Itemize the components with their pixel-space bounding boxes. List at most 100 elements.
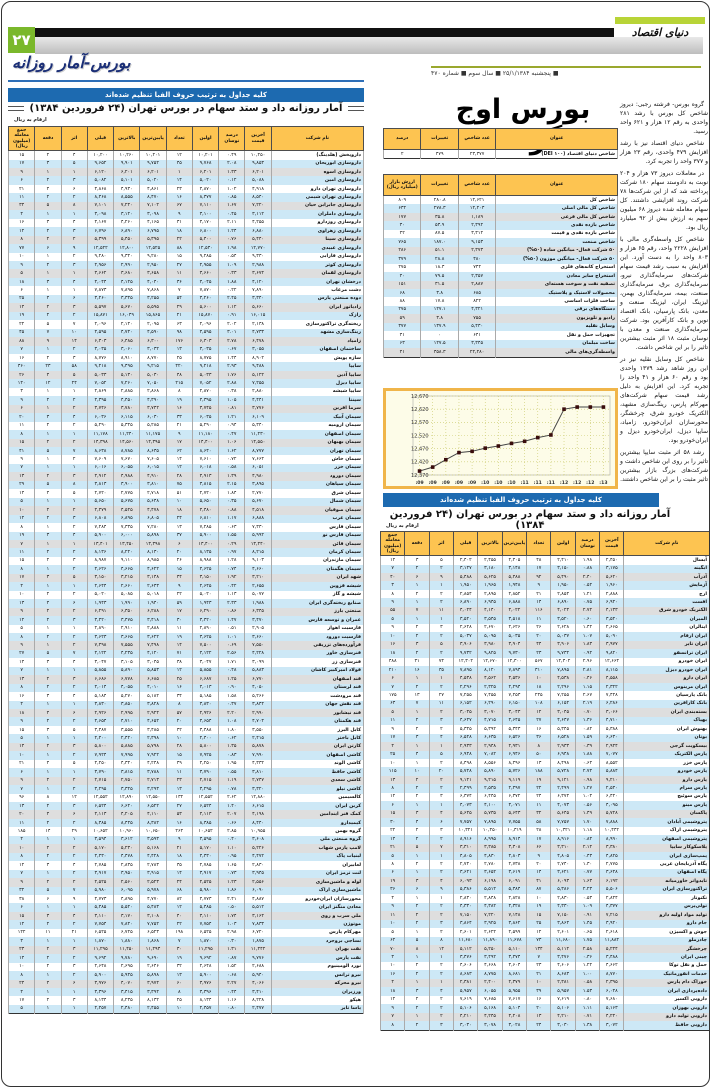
table-row: سیمان آبیک ۶,۱۰۹ ۱.۲۱ ۶,۰۳۵ ۳۳ ۶,۰۳۰ ۶,۱۱۵ ۶,۰۳…: [7, 413, 365, 422]
table-row: صنایع ریخته‌گری ایران ۱,۹۸۸ ۲.۳۳ ۱,۹۴۳ ۵۹ ۱,۹…: [7, 599, 365, 608]
table-row: رازک ۱۶,۰۱۵ ۰.۹۱ ۱۵,۸۷۰ ۲۱ ۱۵,۸۶۵ ۱۶,۰۴۹ ۱۵,۸۷۱…: [7, 311, 365, 321]
svg-text:10:: 10:: [507, 480, 515, 486]
right-rial-note: ارقام به ریال: [386, 523, 419, 529]
table-row: دارویی اکسیر ۷,۶۸۰ ۰.۸۰ ۷,۶۱۹ ۱۶ ۷,۶۱۷ ۷,۶۸۵ ۷,…: [379, 995, 710, 1005]
column-header: دفعه: [404, 530, 430, 557]
table-row: لبنیات پاک ۴,۴۷۲ ۰.۹۵ ۴,۴۳۰ ۱۸ ۴,۴۲۸ ۴,۴۷۸ ۴,۴۳…: [7, 852, 365, 862]
table-row: لامپ پارس شهاب ۵,۲۲۶ ۱.۱۰ ۵,۱۷۰ ۲۱ ۵,۱۶۸ ۵,۲۳۰…: [7, 844, 365, 853]
table-row: ساخت فلزات اساسی ۸۲۲ ۱۷.۸ ۸۸: [382, 297, 618, 306]
table-row: پگاه آذربایجان غربی ۲,۷۷۵ ۱.۳۰ ۲,۷۴۰ ۲۰ ۲,۷۳۸…: [379, 860, 710, 869]
table-row: شاخص صنعت ۹,۱۵۳ ۱۸۷.۰ ۷۶۵: [382, 238, 618, 247]
table-row: چینی ایران ۳,۴۸۸ ۰.۳۶ ۳,۴۷۶ ۷ ۳,۴۷۴ ۳,۴۹۲ ۳,۴۷۶…: [379, 953, 710, 962]
table-row: داروسازی عبیدی ۱۲,۷۷۰ ۱.۹۸ ۱۲,۵۳۰ ۸۸ ۱۲,۵۲۵ ۱۲…: [7, 244, 365, 253]
svg-text:12:: 12:: [560, 480, 568, 486]
table-row: پارس الکتریک ۷,۰۷۷ ۱.۸۸ ۶,۹۴۸ ۵۰ ۶,۹۴۶ ۷,۰۸۲ ۶,…: [379, 750, 710, 759]
table-row: هپکو ۸,۲۲۸ ۱.۱۶ ۸,۱۳۴ ۲۵ ۸,۱۳۲ ۸,۲۳۵ ۸,۱۳۴ ۳ ۲ ۱۷: [7, 996, 365, 1005]
table-row: پتروشیمی اراک ۱۰,۴۴۲ ۱.۱۸ ۱۰,۳۲۱ ۲۸ ۱۰,۳۱۹ ۱۰,…: [379, 826, 710, 836]
table-row: بسته‌بندی ایران ۳,۰۶۶ ۰.۷۰ ۳,۰۴۵ ۱۲ ۳,۰۴۳ ۳,۰۷…: [379, 708, 710, 717]
table-row: سایپا شیشه ۲,۸۸۰ ۰.۳۸ ۲,۸۷۰ ۸ ۲,۸۶۸ ۲,۸۸۵ ۲,۸۶۹…: [7, 387, 365, 397]
table-row: سیمان خزر ۶,۰۵۱ ۰.۵۸ ۶,۰۱۸ ۱۲ ۶,۰۱۵ ۶,۰۵۵ ۶,۰۱۶…: [7, 463, 365, 473]
table-row: شیشه و گاز ۵,۰۷۷ ۱.۱۳ ۵,۰۲۰ ۲۲ ۵,۰۱۸ ۵,۰۸۵ ۵,۰۲…: [7, 590, 365, 600]
table-row: کارتن ایران ۵,۸۷۸ ۱.۳۵ ۵,۸۰۰ ۲۸ ۵,۷۹۸ ۵,۸۸۵ ۵,۸…: [7, 742, 365, 752]
table-row: چادرملو ۱۱,۸۸۴ ۱.۷۵ ۱۱,۶۸۰ ۷۳ ۱۱,۶۷۸ ۱۱,۸۹۰ ۱۱,…: [379, 936, 710, 945]
table-row: افست ۶,۹۴۰ ۰.۷۵ ۶,۸۹۰ ۱۴ ۶,۸۸۸ ۶,۹۴۵ ۶,۸۹۰ ۲ ۱ ۹: [379, 598, 710, 607]
table-row: قند اصفهان ۶,۷۷۰ ۱.۲۵ ۶,۶۸۷ ۲۵ ۶,۶۸۵ ۶,۷۷۸ ۶,۶۸…: [7, 675, 365, 684]
left-rial-note: ارقام به ریال: [14, 117, 47, 123]
table-row: سیمان فارس نو ۵,۹۹۲ ۱.۵۵ ۵,۹۰۰ ۳۷ ۵,۸۹۸ ۶,۰۰۰ ۵…: [7, 531, 365, 540]
article-paragraph: شاخص دنیای اقتصاد نیز با رشد افزایش ۴۷۹ …: [620, 140, 708, 165]
table-row: حمل و نقل توکا ۴,۶۶۲ ۱.۲۲ ۴,۶۰۶ ۲۳ ۴,۶۰۴ ۴,۶۶۸…: [379, 961, 710, 971]
table-row: داروسازی روزدارو ۴,۲۵۵ ۲.۱۱ ۴,۱۷۰ ۳۱ ۴,۱۶۵ ۴,۲…: [7, 218, 365, 228]
table-row: سایپا ۹,۴۸۸ ۲.۹۳ ۹,۲۱۸ ۴۲۰ ۹,۲۱۵ ۹,۴۹۵ ۹,۲۱۸ ۵۸ ۲…: [7, 362, 365, 371]
table-row: کابل باختر ۲,۴۱۵ ۰.۶۲ ۲,۴۰۰ ۱۰ ۲,۳۹۸ ۲,۴۲۰ ۲,۴۰…: [7, 734, 365, 743]
section-underline: [8, 80, 364, 82]
table-row: سیمان مازندران ۹,۱۰۳ ۱.۲۸ ۸,۹۸۸ ۲۶ ۸,۹۸۵ ۹,۱۱۰…: [7, 556, 365, 566]
newspaper-logo: دنیای اقتصاد: [615, 17, 705, 39]
table-row: ریخته‌گری تراکتورسازی ۲,۱۳۸ ۲.۰۲ ۲,۰۹۶ ۶۳ ۲,۰…: [7, 320, 365, 329]
table-row: لنت ترمز ایران ۳,۹۴۵ ۰.۷۳ ۳,۹۱۷ ۱۴ ۳,۹۱۵ ۳,۹۵۰…: [7, 869, 365, 879]
table-row: سیمان تهران ۸,۷۷۷ ۱.۶۲ ۸,۶۴۰ ۶۲ ۸,۶۳۵ ۸,۷۸۵ ۸,۶…: [7, 446, 365, 456]
column-header: تعداد: [526, 530, 552, 557]
table-row: کاشی حافظ ۳,۸۱۰ ۰.۵۵ ۳,۷۹۰ ۱۱ ۳,۷۸۸ ۳,۸۱۵ ۳,۷۹۰…: [7, 768, 365, 777]
table-row: پارس خزر ۸,۵۵۲ ۰.۶۴ ۸,۴۹۸ ۱۳ ۸,۴۹۶ ۸,۵۵۶ ۸,۴۹۸ ۲…: [379, 759, 710, 768]
logo-text: دنیای اقتصاد: [631, 26, 689, 39]
table-row: ساختمان اصفهان ۳,۰۵۵ ۰.۶۷ ۳,۰۳۵ ۱۳ ۳,۰۳۲ ۳,۰۶۰…: [7, 345, 365, 354]
table-row: سیمان ارومیه ۵,۳۴۰ ۰.۹۴ ۵,۲۹۰ ۲۱ ۵,۲۸۵ ۵,۳۴۵ ۵,…: [7, 421, 365, 431]
table-row: دارویی بهوزان ۵,۱۶۳ ۱.۱۱ ۵,۱۰۶ ۲۰ ۵,۱۰۴ ۵,۱۶۸ ۵…: [379, 1004, 710, 1013]
table-row: ایتالران ۲,۶۶۵ ۱.۴۲ ۲,۶۲۸ ۲۶ ۲,۶۲۶ ۲,۶۷۰ ۲,۶۲۸ ۳…: [379, 623, 710, 633]
table-row: گروه بهمن ۱۰,۹۵۵ ۲.۸۵ ۱۰,۶۵۲ ۲۶۴ ۱۰,۶۵۰ ۱۰,۹۶۰…: [7, 827, 365, 836]
dateline: ■ پنجشنبه ۲۵/۱/۱۳۸۴ ■ سال سوم ■ شماره ۴۷…: [431, 66, 701, 77]
table-row: درخشان تهران ۴,۱۲۰ ۱.۸۸ ۴,۰۴۵ ۳۶ ۴,۰۴۰ ۴,۱۲۵ ۴,…: [7, 277, 365, 287]
table-row: داروسازی داملران ۳,۱۱۲ ۰.۴۵ ۳,۱۰۰ ۹ ۳,۰۹۸ ۳,۱۲…: [7, 210, 365, 219]
table-row: نورد آلومینیوم ۲,۶۸۸ ۱.۵۲ ۲,۶۴۸ ۳۲ ۲,۶۴۶ ۲,۶۹۵…: [7, 962, 365, 972]
table-row: لعابیران ۲,۸۳۰ ۱.۶۵ ۲,۷۸۵ ۳۵ ۲,۷۸۳ ۲,۸۳۵ ۲,۷۸۵ ۴…: [7, 861, 365, 870]
table-row: فارسیت اهواز ۲,۹۰۵ ۰.۵۱ ۲,۸۹۰ ۱۱ ۲,۸۸۸ ۲,۹۱۰ ۲,…: [7, 624, 365, 633]
svg-text:10:: 10:: [481, 480, 489, 486]
column-header: دفعه: [34, 125, 62, 152]
table-row: پگاه اصفهان ۳,۶۴۸ ۰.۷۷ ۳,۶۲۱ ۱۴ ۳,۶۱۹ ۳,۶۵۲ ۳,۶…: [379, 868, 710, 878]
column-header: درصد نوسان: [574, 530, 601, 557]
table-row: ملی سرب و روی ۳,۱۶۴ ۱.۷۴ ۳,۱۱۰ ۴۰ ۳,۱۰۸ ۳,۱۷۰ ۳…: [7, 911, 365, 921]
table-row: یاسا تایر ۲,۴۷۷ ۰.۸۰ ۲,۴۵۷ ۱۰ ۲,۴۵۵ ۲,۴۸۰ ۲,۴۵۷…: [7, 1004, 365, 1014]
table-row: دشت مرغاب ۷,۸۹۰ ۰.۲۲ ۷,۸۷۰ ۷ ۷,۸۶۸ ۷,۸۹۵ ۷,۸۷۳ ۱…: [7, 286, 365, 295]
table-row: معادن منگنز ایران ۵,۵۱۲ ۰.۵۰ ۵,۴۸۵ ۱۲ ۵,۴۸۳ ۵,…: [7, 903, 365, 912]
table-row: داروسازی تهران شیمی ۸,۵۴۰ ۰.۸۵ ۸,۴۷۷ ۱۶ ۸,۴۷۰…: [7, 193, 365, 202]
table-row: سیمان صوفیان ۴,۵۱۸ ۰.۸۸ ۴,۴۸۰ ۱۸ ۴,۴۷۸ ۴,۵۲۵ ۴,…: [7, 506, 365, 515]
table-row: پارس مینو ۴,۰۹۵ ۰.۵۶ ۴,۰۷۳ ۱۱ ۴,۰۷۱ ۴,۱۰۰ ۴,۰۷۳…: [379, 801, 710, 810]
table-row: ۵۰ شرکت فعال- میانگین موزون (۵۰%) ۴۸۰ ۲۸.۸…: [382, 255, 618, 264]
table-row: سیمان شرق ۲,۷۷۰ ۱.۸۴ ۲,۷۲۰ ۵۱ ۲,۷۱۸ ۲,۷۷۵ ۲,۷۲۰…: [7, 489, 365, 498]
table-row: ورزیران ۳,۴۱۰ ۰.۴۴ ۳,۳۹۶ ۸ ۳,۳۹۴ ۳,۴۱۵ ۳,۳۹۶ ۱ ۱ ۴: [7, 987, 365, 997]
article-paragraph: در معاملات دیروز ۷۳ هزار و ۲۰۴ نوبت به د…: [620, 170, 708, 231]
table-row: داروسازی سینا ۵,۴۴۰ ۰.۷۶ ۵,۴۰۰ ۲۲ ۵,۳۹۵ ۵,۴۵۰ ۵…: [7, 235, 365, 245]
table-row: قند نقش جهان ۳,۸۴۴ ۰.۳۷ ۳,۸۳۰ ۸ ۳,۸۲۸ ۳,۸۵۰ ۳,۸…: [7, 700, 365, 710]
table-row: المیران ۳,۵۴۰ ۰.۶۰ ۳,۵۲۰ ۱۱ ۳,۵۱۸ ۳,۵۴۵ ۳,۵۲۰ ۱ ۱…: [379, 615, 710, 624]
table-row: شاخص بازده نقدی و قیمت ۳,۳۱۲ ۸۷.۵ ۴۲: [382, 229, 618, 239]
table-row: کاشی اصفهان ۷,۹۹۰ ۰.۸۳ ۷,۹۲۵ ۱۵ ۷,۹۲۲ ۷,۹۹۵ ۷,۹…: [7, 751, 365, 760]
logo-green-strip: [615, 17, 705, 24]
column-header: عدد شاخص: [457, 128, 497, 150]
table-row: استخراج کانه‌های فلزی ۷۴۴ ۱۸.۳ ۲۷۵: [382, 263, 618, 273]
table-row: چرخشگر ۵,۲۴۴ ۲.۵۸ ۵,۱۱۲ ۱۳۴ ۵,۱۱۰ ۵,۲۵۰ ۵,۱۱۲ ۱۴…: [379, 944, 710, 954]
table-row: نیرو محرکه ۴,۰۶۶ ۲.۲۷ ۳,۹۷۶ ۶۰ ۳,۹۷۴ ۴,۰۷۰ ۳,۹۷…: [7, 979, 365, 988]
table-row: ۵۰ شرکت فعال- میانگین ساده (۵۰%) ۲,۳۷۳ ۵۱.…: [382, 246, 618, 256]
table-row: پتروشیمی اصفهان ۸,۹۹۰ ۰.۸۴ ۸,۹۱۶ ۱۷ ۸,۹۱۴ ۸,۹۹…: [379, 835, 710, 844]
sector-index-table: عنوان عدد شاخص تغییرات ارزش بازار (میلیارد …: [382, 174, 618, 358]
column-header: بالاترین: [113, 125, 141, 152]
table-row: رادیو و تلویزیون ۷۵۵ ۳.۸ ۵۹: [382, 314, 618, 323]
table-row: فنرسازی زر ۳,۰۹۹ ۱.۷۱ ۳,۰۴۷ ۳۸ ۳,۰۴۵ ۳,۱۰۵ ۳,۰۴…: [7, 658, 365, 667]
table-row: آزمایش ۱,۹۶۰ ۰.۵۲ ۱,۹۵۰ ۹ ۱,۹۴۸ ۱,۹۶۵ ۱,۹۵۰ ۱ ۱ ۳: [379, 581, 710, 590]
table-row: داروسازی کوثر ۲,۹۸۸ ۱.۰۹ ۲,۹۵۵ ۲۷ ۲,۹۵۰ ۲,۹۹۰ ۲…: [7, 261, 365, 270]
table-row: قند لرستان ۴,۰۵۰ ۰.۹۰ ۴,۰۱۳ ۱۶ ۴,۰۱۰ ۴,۰۵۵ ۴,۰۱…: [7, 683, 365, 693]
svg-text:09:: 09:: [442, 480, 450, 486]
table-row: فنرسازی خاور ۴,۲۲۸ ۲.۵۶ ۴,۱۲۲ ۷۱ ۴,۱۲۰ ۴,۲۳۵ ۴,…: [7, 649, 365, 659]
svg-text:12,370: 12,370: [411, 473, 429, 479]
table-row: پمپ‌سازی ایران ۴,۸۲۵ ۰.۴۳ ۴,۸۰۵ ۹ ۴,۸۰۳ ۴,۸۳۰ ۴…: [379, 851, 710, 861]
table-row: داروسازی فارابی ۹,۳۳۰ ۰.۵۴ ۹,۲۸۵ ۱۵ ۹,۲۸۰ ۹,۳۴…: [7, 252, 365, 262]
column-header: اثر: [428, 530, 455, 557]
table-row: بانک کارآفرین ۶,۲۸۶ ۲.۱۹ ۶,۱۵۲ ۱۰۸ ۶,۱۵۰ ۶,۲۹۰…: [379, 699, 710, 709]
column-header: درصد: [382, 128, 422, 150]
svg-text:13:: 13:: [599, 480, 607, 486]
table-row: دارویی حافظ ۳,۰۷۲ ۱.۳۸ ۳,۰۳۰ ۲۴ ۳,۰۲۸ ۳,۰۷۸ ۳,۰…: [379, 1021, 710, 1030]
svg-text:12:: 12:: [573, 480, 581, 486]
article-paragraph: گروه بورس- فرشته رجبی: دیروز شاخص کل بور…: [620, 101, 708, 135]
